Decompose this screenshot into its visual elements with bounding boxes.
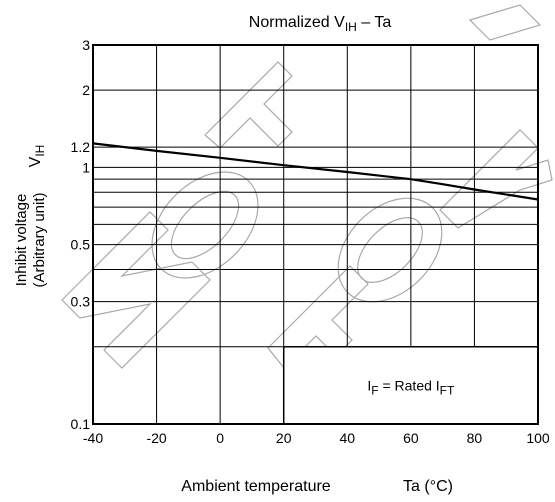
plot-frame (92, 44, 539, 425)
y-tick-label: 1.2 (71, 139, 91, 155)
x-tick-label: 20 (276, 430, 292, 446)
y-tick-label: 0.1 (71, 416, 91, 432)
x-tick-label: 40 (339, 430, 355, 446)
y-tick-label: 0.3 (71, 294, 91, 310)
y-axis-label-line2: (Arbitrary unit) (31, 192, 48, 287)
y-tick-labels: 0.1 0.3 0.5 1 1.2 2 3 (71, 37, 91, 432)
x-tick-label: -40 (83, 430, 103, 446)
annotation-text: IF = Rated IFT (367, 377, 455, 397)
x-tick-label: -20 (146, 430, 166, 446)
y-tick-label: 1 (82, 159, 90, 175)
series-line (92, 142, 539, 201)
y-tick-label: 2 (82, 82, 90, 98)
series (92, 142, 539, 201)
x-axis-label: Ambient temperature (181, 478, 331, 495)
x-tick-label: 60 (403, 430, 419, 446)
grid (92, 44, 539, 424)
x-tick-labels: -40 -20 0 20 40 60 80 100 (83, 430, 550, 446)
chart-title: Normalized VIH – Ta (249, 14, 392, 34)
watermark (61, 4, 553, 369)
y-axis-label: Inhibit voltage (Arbitrary unit) VIH (13, 145, 48, 288)
annotation-box (282, 346, 539, 425)
y-tick-label: 3 (82, 37, 90, 53)
y-axis-label-line1: Inhibit voltage (13, 194, 30, 287)
annotation: IF = Rated IFT (282, 346, 539, 425)
x-tick-label: 80 (467, 430, 483, 446)
y-tick-label: 0.5 (71, 237, 91, 253)
x-tick-label: 0 (216, 430, 224, 446)
x-axis-symbol: Ta (°C) (403, 478, 453, 495)
x-tick-label: 100 (526, 430, 550, 446)
y-axis-symbol: VIH (27, 145, 47, 168)
